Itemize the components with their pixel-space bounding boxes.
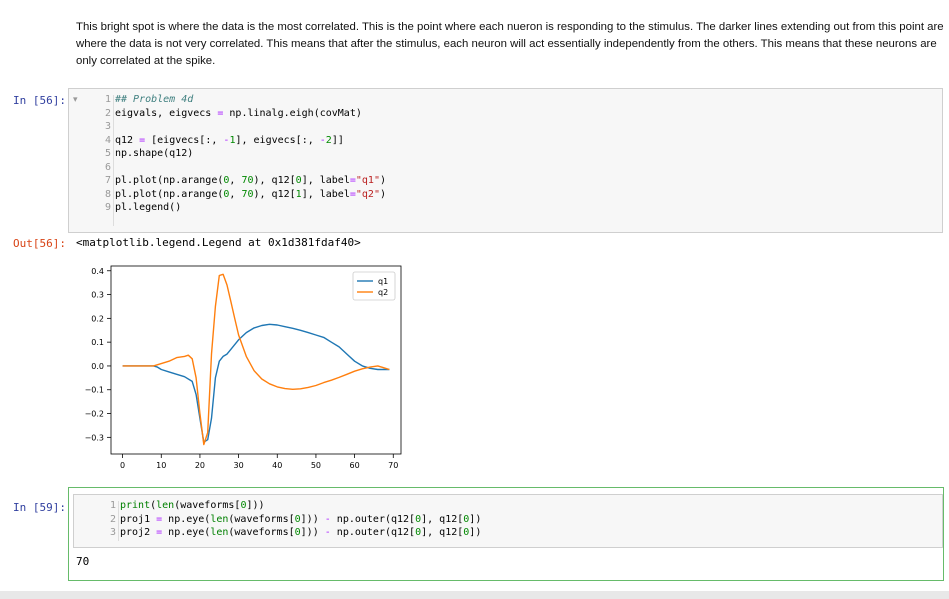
- y-tick-label: 0.4: [91, 267, 104, 276]
- y-tick-label: 0.1: [91, 338, 104, 347]
- legend-label-q2: q2: [378, 288, 388, 297]
- y-tick-label: 0.2: [91, 314, 104, 323]
- x-tick-label: 40: [272, 461, 282, 470]
- line-number: 1: [104, 94, 111, 105]
- code-text: np.shape(q12): [115, 148, 194, 159]
- bottom-scroll-bar[interactable]: [0, 591, 949, 599]
- markdown-paragraph: This bright spot is where the data is th…: [76, 21, 944, 67]
- code-text: ## Problem 4d: [115, 94, 194, 105]
- cell-59-output-text: 70: [76, 555, 90, 568]
- cell-56-output-text: <matplotlib.legend.Legend at 0x1d381fdaf…: [76, 236, 361, 249]
- code-text: print(len(waveforms[0])): [120, 500, 265, 511]
- line-number: 6: [104, 161, 111, 173]
- y-tick-label: −0.3: [85, 433, 104, 442]
- cell-59-code-editor[interactable]: 1 print(len(waveforms[0])) 2 proj1 = np.eye…: [73, 494, 943, 548]
- legend-label-q1: q1: [378, 277, 388, 286]
- line-number: 3: [109, 527, 116, 538]
- code-line: 8 pl.plot(np.arange(0, 70), q12[1], label…: [69, 188, 942, 201]
- code-line: 9 pl.legend(): [69, 201, 942, 214]
- x-tick-label: 50: [311, 461, 321, 470]
- line-number-gutter: [118, 501, 119, 541]
- code-text: pl.plot(np.arange(0, 70), q12[1], label=…: [115, 188, 387, 200]
- legend-box: [352, 271, 396, 301]
- code-line: 3: [69, 120, 942, 133]
- x-tick-label: 60: [350, 461, 360, 470]
- code-line: 1 print(len(waveforms[0])): [74, 499, 942, 512]
- y-tick-label: −0.2: [85, 410, 104, 419]
- cell-56-input-prompt: In [56]:: [13, 94, 66, 107]
- code-text: proj2 = np.eye(len(waveforms[0])) - np.o…: [120, 527, 482, 538]
- line-number: 5: [104, 148, 111, 159]
- line-number: 9: [104, 202, 111, 213]
- line-number: 7: [104, 175, 111, 186]
- line-number: 2: [104, 107, 111, 119]
- y-tick-label: −0.1: [85, 386, 104, 395]
- code-line: 1 ## Problem 4d: [69, 93, 942, 106]
- code-text: pl.legend(): [115, 202, 182, 213]
- line-number: 3: [104, 121, 111, 132]
- code-text: q12 = [eigvecs[:, -1], eigvecs[:, -2]]: [115, 134, 344, 146]
- series-line-q2: [122, 273, 390, 446]
- code-line: 2 eigvals, eigvecs = np.linalg.eigh(covMa…: [69, 107, 942, 120]
- line-chart: 0 10 20 30 40 50 60 70 0.4 0.3 0.2 0.1 0.0 −0.1 −0.2 −0…: [85, 265, 402, 470]
- line-number: 4: [104, 134, 111, 146]
- cell-59-input-prompt: In [59]:: [13, 501, 66, 514]
- line-number: 8: [104, 188, 111, 200]
- code-line: 6: [69, 161, 942, 174]
- code-text: eigvals, eigvecs = np.linalg.eigh(covMat…: [115, 107, 362, 119]
- code-text: proj1 = np.eye(len(waveforms[0])) - np.o…: [120, 513, 482, 525]
- line-number: 2: [109, 513, 116, 525]
- code-line: 3 proj2 = np.eye(len(waveforms[0])) - np.…: [74, 526, 942, 539]
- y-tick-label: 0.3: [91, 291, 104, 300]
- x-tick-label: 10: [156, 461, 166, 470]
- x-tick-label: 70: [388, 461, 398, 470]
- x-tick-label: 0: [120, 461, 125, 470]
- code-line: 2 proj1 = np.eye(len(waveforms[0])) - np.…: [74, 513, 942, 526]
- fold-arrow-icon[interactable]: ▾: [73, 94, 78, 104]
- code-line: 7 pl.plot(np.arange(0, 70), q12[0], label…: [69, 174, 942, 187]
- x-tick-label: 30: [234, 461, 244, 470]
- code-line: 4 q12 = [eigvecs[:, -1], eigvecs[:, -2]]: [69, 134, 942, 147]
- line-number-gutter: [113, 95, 114, 226]
- code-text: pl.plot(np.arange(0, 70), q12[0], label=…: [115, 175, 387, 186]
- y-tick-label: 0.0: [91, 362, 104, 371]
- code-line: 5 np.shape(q12): [69, 147, 942, 160]
- cell-59-selected-border[interactable]: [68, 487, 944, 581]
- cell-56-code-editor[interactable]: ▾ 1 ## Problem 4d 2 eigvals, eigvecs = np.l…: [68, 88, 943, 233]
- x-tick-label: 20: [195, 461, 205, 470]
- cell-56-output-prompt: Out[56]:: [13, 237, 66, 250]
- series-line-q1: [122, 323, 390, 443]
- line-number: 1: [109, 500, 116, 511]
